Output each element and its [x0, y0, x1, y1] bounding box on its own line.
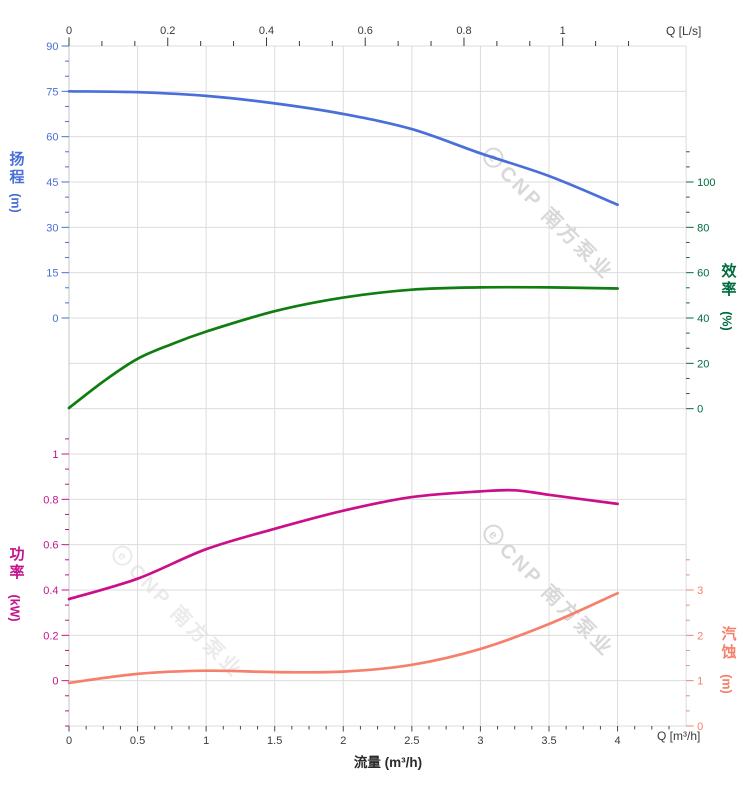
bottom-tick-label: 1 [203, 735, 209, 747]
npsh-curve [67, 591, 619, 685]
efficiency-axis-title: 效率 [721, 263, 737, 298]
head-tick-label: 0 [52, 313, 58, 325]
head-axis-title: 扬程 [9, 151, 25, 186]
power-tick-label: 1 [52, 449, 58, 461]
power-tick-label: 0.4 [43, 585, 58, 597]
gridlines [68, 45, 687, 727]
head-tick-label: 75 [46, 86, 58, 98]
bottom-tick-label: 1.5 [267, 735, 282, 747]
top-tick-label: 0.8 [456, 25, 471, 37]
top-tick-label: 0.2 [160, 25, 175, 37]
bottom-tick-label: 3.5 [541, 735, 556, 747]
npsh-axis-title: 汽蚀 [721, 626, 737, 661]
bottom-tick-label: 3 [477, 735, 483, 747]
top-tick-label: 1 [560, 25, 566, 37]
power-tick-label: 0.6 [43, 540, 58, 552]
head-curve [67, 89, 619, 207]
efficiency-tick-label: 100 [697, 177, 715, 189]
npsh-tick-label: 3 [697, 585, 703, 597]
bottom-tick-label: 0 [66, 735, 72, 747]
axes-ticks: 0 0.2 0.4 0.6 0.8 10 0.5 1 1.5 2 2.5 3 3.5 4015304560… [43, 25, 715, 747]
bottom-tick-label: 4 [614, 735, 620, 747]
efficiency-tick-label: 20 [697, 358, 709, 370]
bottom-tick-label: 2 [340, 735, 346, 747]
power-tick-label: 0.8 [43, 494, 58, 506]
power-tick-label: 0 [52, 676, 58, 688]
npsh-tick-label: 1 [697, 676, 703, 688]
npsh-tick-label: 0 [697, 721, 703, 733]
efficiency-tick-label: 40 [697, 313, 709, 325]
top-axis-unit-label: Q [L/s] [666, 24, 702, 38]
head-tick-label: 15 [46, 268, 58, 280]
head-axis-unit: (m) [8, 193, 23, 213]
top-tick-label: 0.6 [358, 25, 373, 37]
head-tick-label: 90 [46, 41, 58, 53]
flow-axis-title: 流量 (m³/h) [353, 755, 423, 770]
power-tick-label: 0.2 [43, 630, 58, 642]
top-tick-label: 0.4 [259, 25, 274, 37]
power-curve [67, 488, 619, 601]
head-tick-label: 60 [46, 132, 58, 144]
efficiency-tick-label: 60 [697, 268, 709, 280]
power-axis-title: 功率 [9, 546, 25, 581]
efficiency-curve [67, 285, 619, 410]
npsh-tick-label: 2 [697, 630, 703, 642]
power-axis-unit: (kW) [7, 594, 22, 622]
bottom-tick-label: 0.5 [130, 735, 145, 747]
npsh-axis-unit: (m) [719, 674, 734, 694]
bottom-axis-unit-label: Q [m³/h] [657, 729, 701, 743]
efficiency-tick-label: 80 [697, 222, 709, 234]
bottom-tick-label: 2.5 [404, 735, 419, 747]
efficiency-tick-label: 0 [697, 404, 703, 416]
efficiency-axis-unit: (%) [719, 311, 734, 331]
top-tick-label: 0 [66, 25, 72, 37]
head-tick-label: 45 [46, 177, 58, 189]
head-tick-label: 30 [46, 222, 58, 234]
curves [67, 89, 619, 685]
